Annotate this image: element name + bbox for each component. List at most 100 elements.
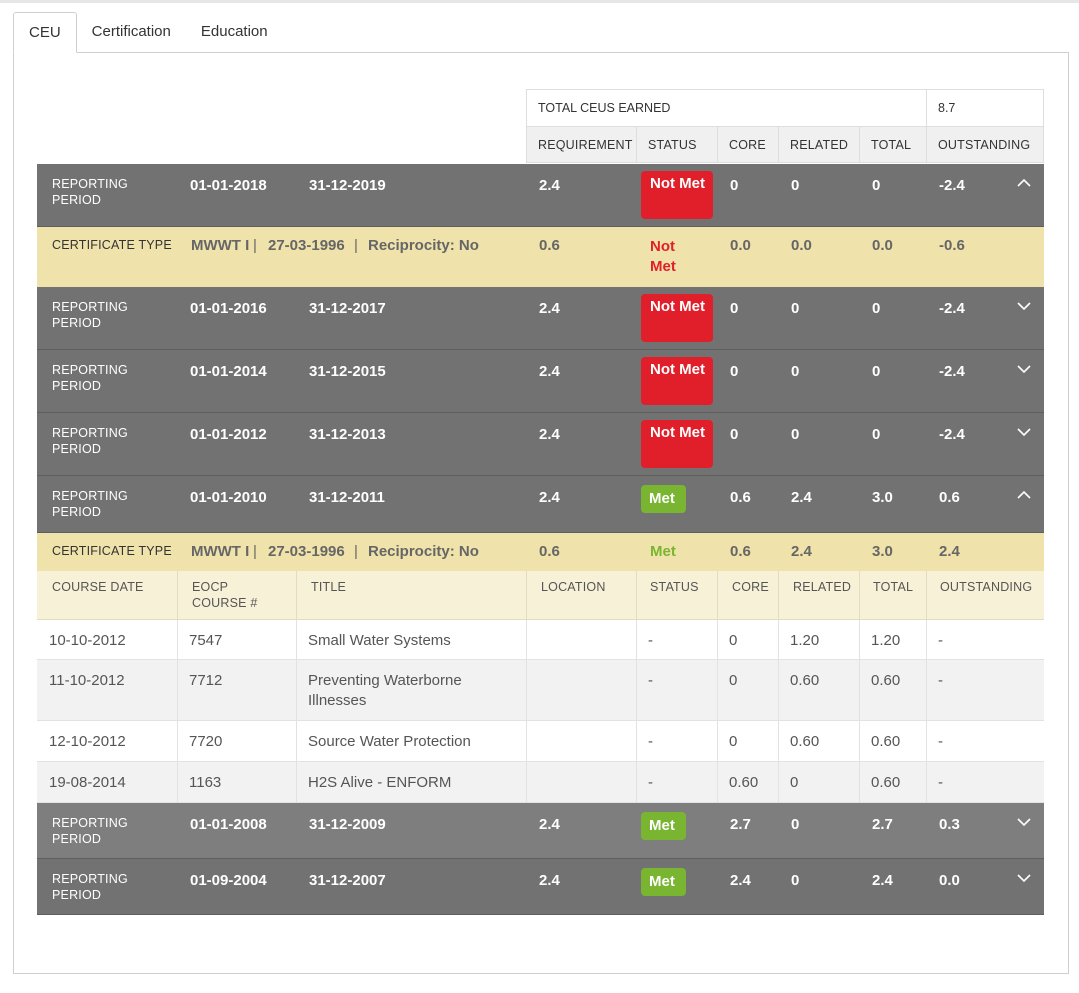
period-total: 0 bbox=[872, 426, 881, 443]
course-date: 11-10-2012 bbox=[49, 672, 125, 689]
reporting-period-label: REPORTING PERIOD bbox=[52, 816, 128, 846]
reporting-period-label: REPORTING PERIOD bbox=[52, 363, 128, 393]
separator: | bbox=[354, 543, 358, 560]
chevron-up-icon[interactable] bbox=[1017, 176, 1031, 190]
status-badge: Not Met bbox=[641, 420, 713, 468]
reporting-period-label: REPORTING PERIOD bbox=[52, 426, 128, 456]
outstanding-header: OUTSTANDING bbox=[940, 580, 1033, 594]
ceu-grid: REPORTING PERIOD 01-01-2018 31-12-2019 2… bbox=[37, 164, 1044, 915]
column-divider bbox=[778, 762, 779, 802]
column-divider bbox=[717, 762, 718, 802]
course-date: 10-10-2012 bbox=[49, 632, 126, 649]
reporting-period-label: REPORTING PERIOD bbox=[52, 300, 128, 330]
core-header: CORE bbox=[732, 580, 769, 594]
certificate-reciprocity: Reciprocity: No bbox=[368, 237, 479, 254]
period-total: 2.4 bbox=[872, 872, 893, 889]
course-date: 12-10-2012 bbox=[49, 733, 126, 750]
chevron-down-icon[interactable] bbox=[1017, 815, 1031, 829]
period-core: 2.7 bbox=[730, 816, 751, 833]
certificate-type: MWWT I bbox=[191, 237, 250, 254]
course-outstanding: - bbox=[938, 632, 943, 649]
course-total: 0.60 bbox=[871, 733, 901, 750]
period-start: 01-01-2014 bbox=[190, 363, 267, 380]
chevron-down-icon[interactable] bbox=[1017, 871, 1031, 885]
tab-ceu[interactable]: CEU bbox=[13, 12, 77, 53]
column-divider bbox=[636, 660, 637, 720]
column-divider bbox=[778, 571, 779, 619]
reporting-period-row[interactable]: REPORTING PERIOD 01-01-2014 31-12-2015 2… bbox=[37, 350, 1044, 413]
course-table-header: COURSE DATE EOCP COURSE # TITLE LOCATION… bbox=[37, 571, 1044, 620]
reporting-period-row[interactable]: REPORTING PERIOD 01-09-2004 31-12-2007 2… bbox=[37, 859, 1044, 915]
chevron-down-icon[interactable] bbox=[1017, 425, 1031, 439]
period-related: 0 bbox=[791, 363, 800, 380]
summary-column-headers: REQUIREMENT STATUS CORE RELATED TOTAL OU… bbox=[526, 126, 1044, 163]
reporting-period-row[interactable]: REPORTING PERIOD 01-01-2012 31-12-2013 2… bbox=[37, 413, 1044, 476]
column-divider bbox=[636, 762, 637, 802]
period-end: 31-12-2019 bbox=[309, 177, 386, 194]
period-core: 0 bbox=[730, 363, 739, 380]
course-title: H2S Alive - ENFORM bbox=[308, 774, 452, 791]
period-end: 31-12-2007 bbox=[309, 872, 386, 889]
certificate-type-row: CERTIFICATE TYPE MWWT I | 27-03-1996 | R… bbox=[37, 533, 1044, 571]
separator: | bbox=[253, 237, 257, 254]
reporting-period-row[interactable]: REPORTING PERIOD 01-01-2010 31-12-2011 2… bbox=[37, 476, 1044, 533]
chevron-down-icon[interactable] bbox=[1017, 299, 1031, 313]
certificate-date: 27-03-1996 bbox=[268, 237, 345, 254]
column-divider bbox=[177, 660, 178, 720]
certificate-total: 3.0 bbox=[872, 543, 893, 560]
course-core: 0 bbox=[729, 632, 738, 649]
certificate-requirement: 0.6 bbox=[539, 543, 560, 560]
status-badge: Met bbox=[641, 485, 686, 513]
top-border bbox=[0, 0, 1079, 3]
tab-certification[interactable]: Certification bbox=[91, 23, 171, 40]
course-row: 12-10-2012 7720 Source Water Protection … bbox=[37, 721, 1044, 762]
course-title: Small Water Systems bbox=[308, 632, 451, 649]
course-core: 0 bbox=[729, 672, 738, 689]
chevron-down-icon[interactable] bbox=[1017, 362, 1031, 376]
column-divider bbox=[526, 721, 527, 761]
period-total: 2.7 bbox=[872, 816, 893, 833]
total-header: TOTAL bbox=[873, 580, 914, 594]
reporting-period-row[interactable]: REPORTING PERIOD 01-01-2008 31-12-2009 2… bbox=[37, 803, 1044, 859]
column-divider bbox=[636, 721, 637, 761]
column-divider bbox=[859, 571, 860, 619]
period-end: 31-12-2013 bbox=[309, 426, 386, 443]
period-requirement: 2.4 bbox=[539, 300, 560, 317]
column-divider bbox=[859, 660, 860, 720]
tab-education[interactable]: Education bbox=[200, 23, 268, 40]
period-total: 3.0 bbox=[872, 489, 893, 506]
course-status: - bbox=[648, 632, 653, 649]
chevron-up-icon[interactable] bbox=[1017, 488, 1031, 502]
course-total: 0.60 bbox=[871, 672, 901, 689]
col-core: CORE bbox=[717, 127, 778, 162]
certificate-status: Not Met bbox=[650, 238, 676, 275]
certificate-total: 0.0 bbox=[872, 237, 893, 254]
separator: | bbox=[354, 237, 358, 254]
certificate-type-row: CERTIFICATE TYPE MWWT I | 27-03-1996 | R… bbox=[37, 227, 1044, 287]
course-outstanding: - bbox=[938, 774, 943, 791]
period-outstanding: -2.4 bbox=[939, 300, 965, 317]
period-end: 31-12-2015 bbox=[309, 363, 386, 380]
column-divider bbox=[859, 762, 860, 802]
certificate-type-label: CERTIFICATE TYPE bbox=[52, 544, 172, 558]
certificate-reciprocity: Reciprocity: No bbox=[368, 543, 479, 560]
reporting-period-row[interactable]: REPORTING PERIOD 01-01-2016 31-12-2017 2… bbox=[37, 287, 1044, 350]
certificate-core: 0.0 bbox=[730, 237, 751, 254]
period-end: 31-12-2017 bbox=[309, 300, 386, 317]
certificate-related: 2.4 bbox=[791, 543, 812, 560]
column-divider bbox=[717, 571, 718, 619]
period-start: 01-01-2008 bbox=[190, 816, 267, 833]
column-divider bbox=[636, 620, 637, 659]
related-header: RELATED bbox=[793, 580, 852, 594]
column-divider bbox=[526, 762, 527, 802]
period-core: 0 bbox=[730, 426, 739, 443]
period-start: 01-01-2012 bbox=[190, 426, 267, 443]
period-requirement: 2.4 bbox=[539, 872, 560, 889]
column-divider bbox=[717, 620, 718, 659]
period-core: 0 bbox=[730, 177, 739, 194]
eocp-course-header: EOCP COURSE # bbox=[192, 580, 258, 610]
column-divider bbox=[859, 721, 860, 761]
summary-table: TOTAL CEUS EARNED 8.7 REQUIREMENT STATUS… bbox=[526, 89, 1044, 163]
reporting-period-row[interactable]: REPORTING PERIOD 01-01-2018 31-12-2019 2… bbox=[37, 164, 1044, 227]
column-divider bbox=[296, 762, 297, 802]
